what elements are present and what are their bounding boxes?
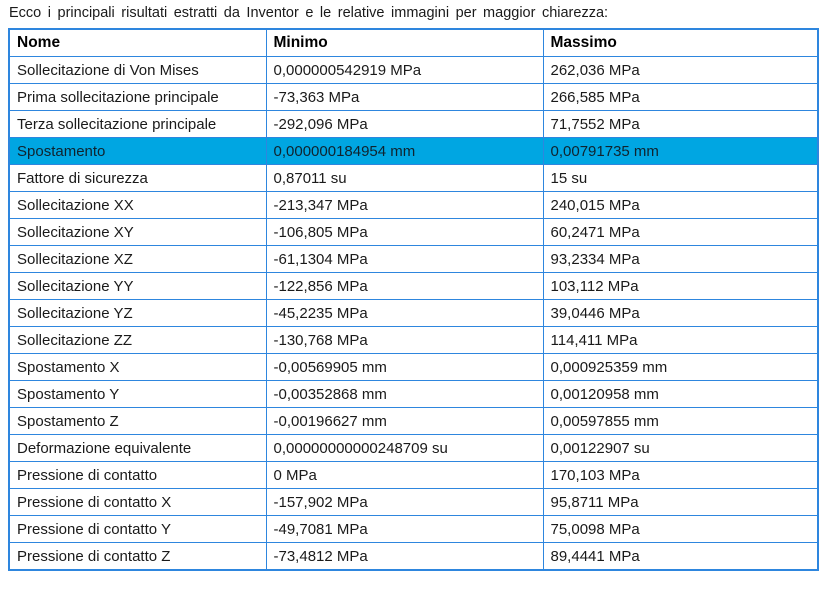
table-row: Spostamento Z -0,00196627 mm 0,00597855 … (8, 407, 819, 435)
table-row-highlighted: Spostamento 0,000000184954 mm 0,00791735… (8, 137, 819, 165)
cell-massimo: 103,112 MPa (542, 272, 819, 300)
cell-minimo: -73,4812 MPa (265, 542, 544, 571)
cell-nome: Terza sollecitazione principale (8, 110, 267, 138)
cell-nome: Prima sollecitazione principale (8, 83, 267, 111)
results-table: Nome Minimo Massimo Sollecitazione di Vo… (8, 28, 819, 571)
cell-nome: Sollecitazione YZ (8, 299, 267, 327)
cell-nome: Deformazione equivalente (8, 434, 267, 462)
cell-minimo: 0 MPa (265, 461, 544, 489)
cell-nome: Pressione di contatto Z (8, 542, 267, 571)
table-row: Sollecitazione XY -106,805 MPa 60,2471 M… (8, 218, 819, 246)
cell-nome: Pressione di contatto X (8, 488, 267, 516)
table-row: Terza sollecitazione principale -292,096… (8, 110, 819, 138)
cell-minimo: 0,000000542919 MPa (265, 56, 544, 84)
table-row: Pressione di contatto Z -73,4812 MPa 89,… (8, 542, 819, 571)
header-minimo: Minimo (265, 28, 544, 57)
table-row: Spostamento X -0,00569905 mm 0,000925359… (8, 353, 819, 381)
cell-nome: Sollecitazione XX (8, 191, 267, 219)
cell-massimo: 39,0446 MPa (542, 299, 819, 327)
cell-minimo: -106,805 MPa (265, 218, 544, 246)
cell-nome: Spostamento X (8, 353, 267, 381)
cell-massimo: 93,2334 MPa (542, 245, 819, 273)
cell-minimo: -0,00196627 mm (265, 407, 544, 435)
cell-massimo: 0,000925359 mm (542, 353, 819, 381)
cell-nome: Sollecitazione XY (8, 218, 267, 246)
cell-minimo: -73,363 MPa (265, 83, 544, 111)
cell-massimo: 114,411 MPa (542, 326, 819, 354)
table-row: Deformazione equivalente 0,0000000000024… (8, 434, 819, 462)
cell-massimo: 240,015 MPa (542, 191, 819, 219)
cell-minimo: 0,000000184954 mm (265, 137, 544, 165)
cell-massimo: 71,7552 MPa (542, 110, 819, 138)
cell-minimo: 0,00000000000248709 su (265, 434, 544, 462)
table-row: Sollecitazione XX -213,347 MPa 240,015 M… (8, 191, 819, 219)
table-row: Sollecitazione XZ -61,1304 MPa 93,2334 M… (8, 245, 819, 273)
cell-minimo: -213,347 MPa (265, 191, 544, 219)
cell-nome: Sollecitazione YY (8, 272, 267, 300)
table-row: Prima sollecitazione principale -73,363 … (8, 83, 819, 111)
table-row: Spostamento Y -0,00352868 mm 0,00120958 … (8, 380, 819, 408)
table-row: Sollecitazione ZZ -130,768 MPa 114,411 M… (8, 326, 819, 354)
cell-minimo: 0,87011 su (265, 164, 544, 192)
cell-massimo: 0,00597855 mm (542, 407, 819, 435)
cell-massimo: 95,8711 MPa (542, 488, 819, 516)
table-row: Pressione di contatto 0 MPa 170,103 MPa (8, 461, 819, 489)
intro-paragraph: Ecco i principali risultati estratti da … (9, 5, 609, 21)
table-row: Fattore di sicurezza 0,87011 su 15 su (8, 164, 819, 192)
cell-nome: Sollecitazione di Von Mises (8, 56, 267, 84)
table-row: Sollecitazione di Von Mises 0,0000005429… (8, 56, 819, 84)
table-row: Pressione di contatto X -157,902 MPa 95,… (8, 488, 819, 516)
cell-minimo: -45,2235 MPa (265, 299, 544, 327)
cell-minimo: -292,096 MPa (265, 110, 544, 138)
cell-massimo: 0,00791735 mm (542, 137, 819, 165)
cell-minimo: -0,00352868 mm (265, 380, 544, 408)
cell-massimo: 0,00120958 mm (542, 380, 819, 408)
cell-nome: Spostamento Z (8, 407, 267, 435)
cell-minimo: -49,7081 MPa (265, 515, 544, 543)
cell-nome: Pressione di contatto Y (8, 515, 267, 543)
header-massimo: Massimo (542, 28, 819, 57)
cell-massimo: 75,0098 MPa (542, 515, 819, 543)
cell-nome: Spostamento Y (8, 380, 267, 408)
table-header-row: Nome Minimo Massimo (8, 28, 819, 57)
cell-massimo: 89,4441 MPa (542, 542, 819, 571)
cell-massimo: 0,00122907 su (542, 434, 819, 462)
cell-massimo: 170,103 MPa (542, 461, 819, 489)
cell-minimo: -130,768 MPa (265, 326, 544, 354)
table-row: Sollecitazione YY -122,856 MPa 103,112 M… (8, 272, 819, 300)
cell-massimo: 15 su (542, 164, 819, 192)
header-nome: Nome (8, 28, 267, 57)
cell-nome: Sollecitazione ZZ (8, 326, 267, 354)
cell-minimo: -61,1304 MPa (265, 245, 544, 273)
cell-minimo: -122,856 MPa (265, 272, 544, 300)
cell-massimo: 266,585 MPa (542, 83, 819, 111)
cell-nome: Spostamento (8, 137, 267, 165)
cell-nome: Pressione di contatto (8, 461, 267, 489)
cell-massimo: 60,2471 MPa (542, 218, 819, 246)
table-row: Sollecitazione YZ -45,2235 MPa 39,0446 M… (8, 299, 819, 327)
table-row: Pressione di contatto Y -49,7081 MPa 75,… (8, 515, 819, 543)
cell-massimo: 262,036 MPa (542, 56, 819, 84)
cell-nome: Sollecitazione XZ (8, 245, 267, 273)
cell-minimo: -0,00569905 mm (265, 353, 544, 381)
cell-minimo: -157,902 MPa (265, 488, 544, 516)
cell-nome: Fattore di sicurezza (8, 164, 267, 192)
